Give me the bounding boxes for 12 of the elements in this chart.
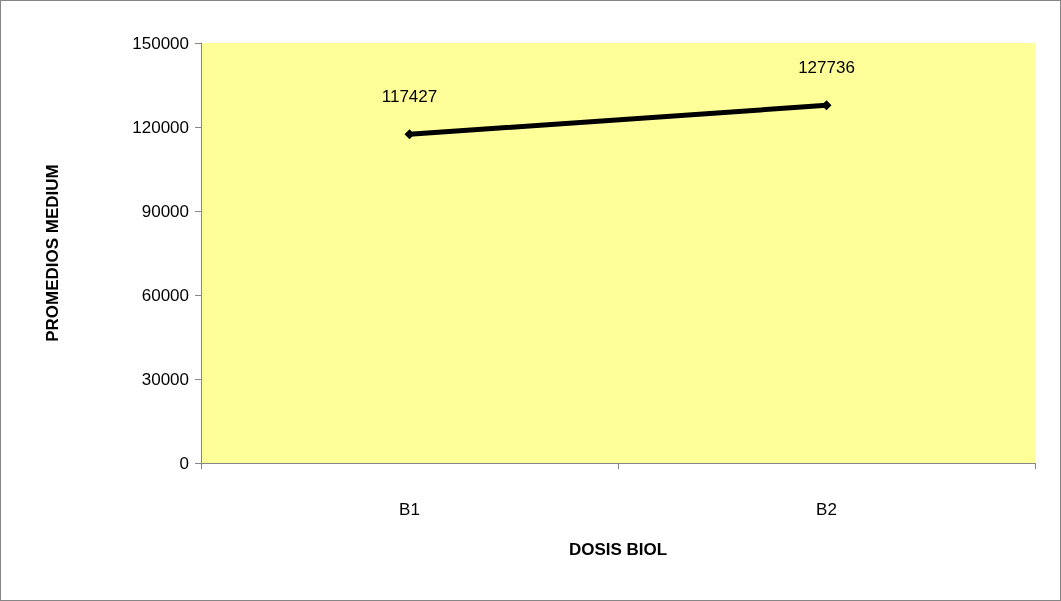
data-label: 127736 (798, 58, 855, 78)
x-tick-label: B1 (399, 500, 420, 519)
y-tick-label: 60000 (141, 285, 189, 305)
x-axis-title: DOSIS BIOL (568, 540, 668, 559)
y-axis-title: PROMEDIOS MEDIUM (43, 164, 62, 342)
y-tick-label: 90000 (141, 201, 189, 221)
y-tick-label: 150000 (132, 33, 189, 53)
y-tick-label: 30000 (141, 369, 189, 389)
y-tick-label: 0 (179, 453, 189, 473)
x-tick-label: B2 (816, 500, 837, 519)
data-label: 117427 (381, 87, 438, 107)
y-tick-label: 120000 (132, 117, 189, 137)
